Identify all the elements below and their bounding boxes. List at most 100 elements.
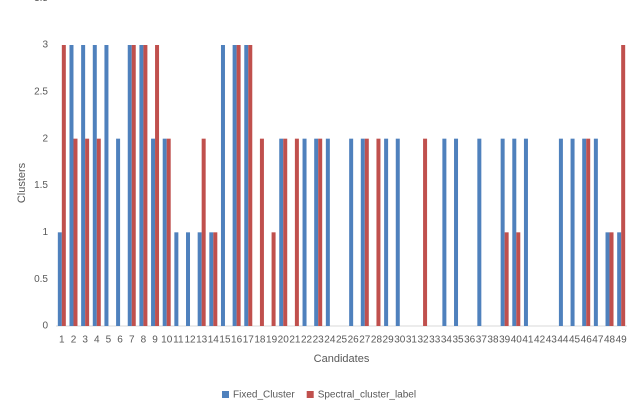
x-tick-label: 25 xyxy=(336,335,348,346)
legend-swatch xyxy=(222,391,229,398)
bar xyxy=(174,232,179,326)
bar xyxy=(162,138,167,326)
x-tick-label: 45 xyxy=(569,335,581,346)
x-tick-label: 19 xyxy=(266,335,278,346)
x-tick-label: 7 xyxy=(129,335,135,346)
bar xyxy=(512,138,517,326)
x-tick-label: 11 xyxy=(173,335,184,346)
bar xyxy=(201,138,206,326)
bar xyxy=(96,138,101,326)
legend-label: Fixed_Cluster xyxy=(233,390,295,401)
x-tick-label: 48 xyxy=(604,335,616,346)
bar xyxy=(213,232,218,326)
bar xyxy=(294,138,299,326)
bar xyxy=(232,45,237,326)
x-tick-label: 39 xyxy=(499,335,511,346)
y-tick-label: 0.5 xyxy=(34,274,48,285)
bar xyxy=(609,232,614,326)
bar xyxy=(85,138,90,326)
x-tick-label: 33 xyxy=(429,335,441,346)
bar xyxy=(92,45,97,326)
y-tick-label: 1 xyxy=(42,227,48,238)
y-tick-label: 3 xyxy=(42,40,48,51)
bar xyxy=(186,232,191,326)
x-tick-label: 4 xyxy=(94,335,100,346)
bar xyxy=(259,138,264,326)
x-tick-label: 14 xyxy=(208,335,220,346)
x-tick-label: 37 xyxy=(476,335,488,346)
y-tick-label: 2.5 xyxy=(34,86,48,97)
x-tick-label: 42 xyxy=(534,335,546,346)
x-tick-label: 29 xyxy=(383,335,395,346)
bar xyxy=(151,138,156,326)
x-tick-label: 20 xyxy=(278,335,290,346)
bar xyxy=(155,45,160,326)
bar xyxy=(73,138,78,326)
bar xyxy=(395,138,400,326)
x-tick-label: 27 xyxy=(359,335,371,346)
bar xyxy=(139,45,144,326)
x-tick-label: 9 xyxy=(152,335,158,346)
x-tick-label: 6 xyxy=(117,335,123,346)
x-tick-label: 16 xyxy=(231,335,243,346)
legend-label: Spectral_cluster_label xyxy=(318,390,416,401)
bar xyxy=(302,138,307,326)
y-tick-label: 2 xyxy=(42,133,48,144)
x-tick-label: 18 xyxy=(254,335,266,346)
x-tick-label: 23 xyxy=(313,335,325,346)
bar xyxy=(516,232,521,326)
y-tick-label: 3.5 xyxy=(34,0,48,4)
x-tick-label: 35 xyxy=(452,335,464,346)
bar xyxy=(131,45,136,326)
x-tick-label: 28 xyxy=(371,335,383,346)
bar xyxy=(586,138,591,326)
bar xyxy=(384,138,389,326)
bar xyxy=(61,45,66,326)
x-tick-label: 47 xyxy=(592,335,604,346)
bar xyxy=(209,232,214,326)
bar xyxy=(283,138,288,326)
bar xyxy=(442,138,447,326)
bar xyxy=(605,232,610,326)
x-tick-label: 12 xyxy=(184,335,196,346)
bar xyxy=(166,138,171,326)
bar xyxy=(318,138,323,326)
x-tick-label: 21 xyxy=(289,335,301,346)
x-tick-label: 31 xyxy=(406,335,418,346)
bar xyxy=(570,138,575,326)
x-tick-label: 49 xyxy=(616,335,628,346)
x-tick-label: 36 xyxy=(464,335,476,346)
bar xyxy=(57,232,62,326)
x-tick-label: 40 xyxy=(511,335,523,346)
x-tick-label: 38 xyxy=(487,335,499,346)
x-tick-label: 15 xyxy=(219,335,231,346)
x-tick-label: 43 xyxy=(546,335,558,346)
bar xyxy=(349,138,354,326)
bar xyxy=(116,138,121,326)
bar xyxy=(271,232,276,326)
bar xyxy=(454,138,459,326)
bar xyxy=(325,138,330,326)
bar xyxy=(504,232,509,326)
x-tick-label: 22 xyxy=(301,335,313,346)
bar xyxy=(220,45,225,326)
x-tick-label: 26 xyxy=(348,335,360,346)
bar xyxy=(104,45,109,326)
bar xyxy=(364,138,369,326)
bar xyxy=(500,138,505,326)
bar xyxy=(81,45,86,326)
x-tick-label: 41 xyxy=(522,335,534,346)
x-axis-title: Candidates xyxy=(314,353,370,365)
x-tick-label: 5 xyxy=(106,335,112,346)
y-tick-label: 0 xyxy=(42,321,48,332)
bar xyxy=(477,138,482,326)
x-tick-label: 1 xyxy=(59,335,65,346)
bar xyxy=(143,45,148,326)
bar xyxy=(582,138,587,326)
y-tick-label: 1.5 xyxy=(34,180,48,191)
bar xyxy=(127,45,132,326)
bar xyxy=(197,232,202,326)
x-tick-label: 32 xyxy=(418,335,430,346)
x-tick-label: 44 xyxy=(557,335,569,346)
